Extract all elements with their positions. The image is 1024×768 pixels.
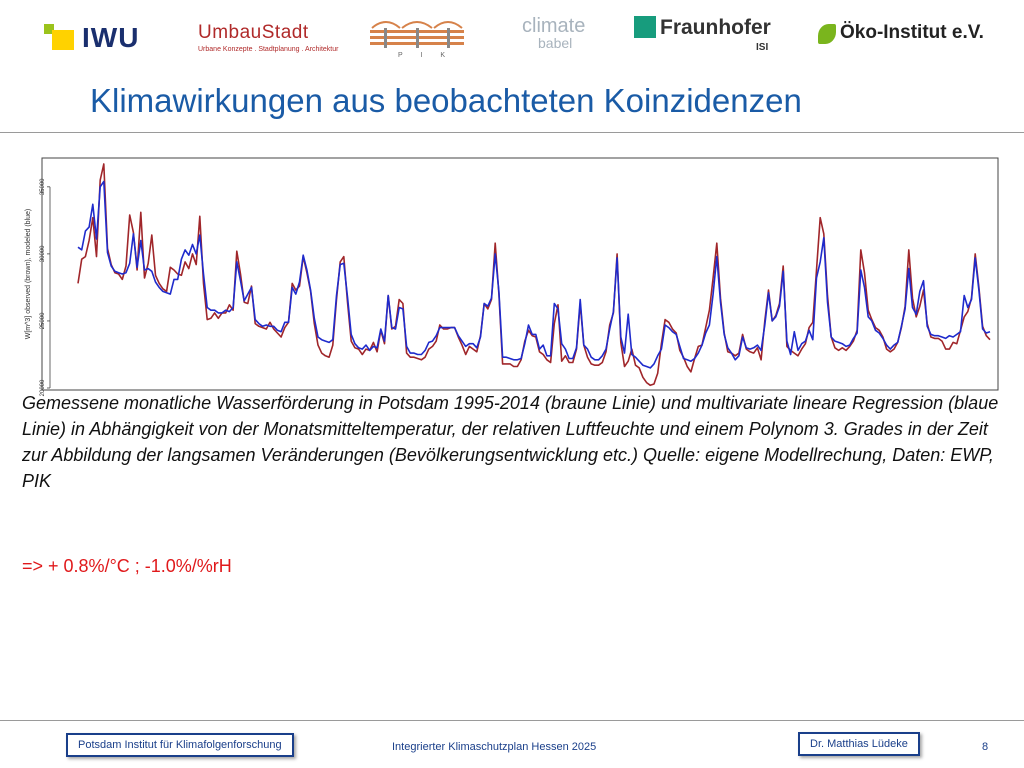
fraunhofer-logo-text: Fraunhofer: [660, 16, 771, 39]
y-axis: 20000 25000 30000 35000: [40, 178, 51, 396]
page-title: Klimawirkungen aus beobachteten Koinzide…: [90, 82, 802, 119]
climate-babel-logo: climate babel: [522, 16, 598, 56]
y-tick-label-1: 25000: [40, 312, 46, 329]
footer-institute: Potsdam Institut für Klimafolgenforschun…: [66, 733, 294, 757]
y-tick-label-0: 20000: [40, 379, 46, 396]
plot-frame: [41, 157, 999, 391]
title-divider: [0, 132, 1024, 133]
oeko-logo-text: Öko-Institut e.V.: [840, 22, 984, 43]
page-number: 8: [982, 741, 989, 753]
pik-logo-letters: P I K: [398, 52, 454, 59]
chart-caption: Gemessene monatliche Wasserförderung in …: [22, 393, 999, 491]
footer-author: Dr. Matthias Lüdeke: [798, 732, 920, 756]
fraunhofer-icon: [634, 16, 656, 38]
umbaustadt-logo-title: UmbauStadt: [198, 22, 309, 43]
climate-logo-line1: climate: [522, 15, 586, 37]
footer-divider: [0, 720, 1024, 721]
series-line-observed: [77, 163, 991, 387]
y-tick-label-3: 35000: [40, 178, 46, 195]
fraunhofer-isi-text: ISI: [756, 42, 769, 53]
water-demand-chart: 20000 25000 30000 35000 W[m^3] observed (br…: [25, 157, 999, 396]
y-tick-label-2: 30000: [40, 245, 46, 262]
iwu-logo: IWU: [44, 20, 138, 54]
umbaustadt-logo-subtitle: Urbane Konzepte . Stadtplanung . Archite…: [198, 46, 339, 53]
iwu-logo-text: IWU: [82, 22, 140, 53]
series-line-modeled: [77, 180, 991, 369]
umbaustadt-logo: UmbauStadt Urbane Konzepte . Stadtplanun…: [198, 22, 338, 56]
y-axis-label: W[m^3] observed (brown), modeled (blue): [25, 209, 32, 340]
leaf-icon: [818, 24, 836, 44]
fraunhofer-logo: Fraunhofer ISI: [634, 16, 774, 58]
oeko-institut-logo: Öko-Institut e.V.: [818, 22, 988, 52]
logo-bar: IWU UmbauStadt Urbane Konzepte . Stadtpl…: [0, 0, 1024, 70]
series-layer: [77, 163, 991, 387]
footer-project: Integrierter Klimaschutzplan Hessen 2025: [392, 741, 597, 753]
pik-logo: P I K: [368, 14, 466, 64]
pik-logo-graphic: [370, 21, 464, 48]
climate-logo-line2: babel: [538, 35, 573, 51]
result-text: => + 0.8%/°C ; -1.0%/%rH: [22, 556, 232, 576]
